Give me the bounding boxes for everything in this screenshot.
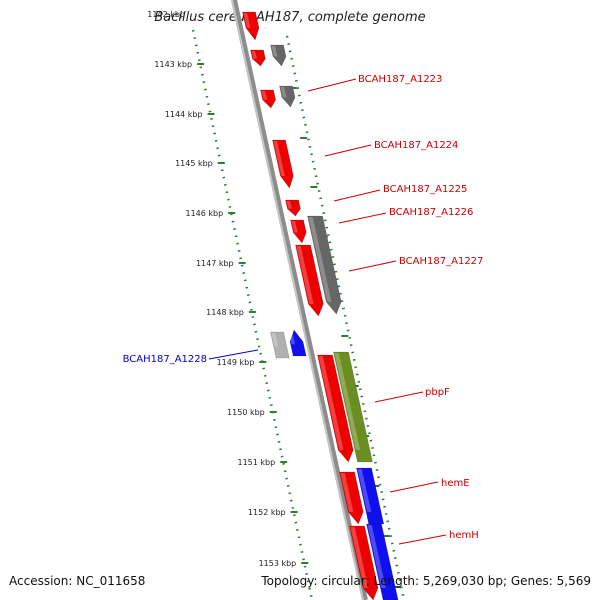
gene-label[interactable]: pbpF (425, 387, 450, 398)
right-scale-ring (285, 35, 406, 600)
tick-label: 1144 kbp (165, 110, 203, 119)
feature-shading (296, 246, 314, 304)
cds-feature (317, 354, 354, 463)
feature-shading (286, 201, 292, 209)
tick-label: 1148 kbp (206, 308, 244, 317)
map-title: Bacillus cereus AH187, complete genome (154, 10, 426, 25)
cds-feature (260, 89, 276, 109)
tick-label: 1152 kbp (248, 508, 286, 517)
feature-shading (308, 217, 332, 302)
cds-feature (285, 199, 301, 217)
backbone-highlight (231, 0, 364, 600)
feature-shading (261, 91, 268, 100)
genome-summary: Topology: circular; Length: 5,269,030 bp… (261, 574, 591, 588)
feature-shading (367, 525, 386, 588)
cds-feature (349, 525, 379, 600)
feature-shading (350, 527, 369, 588)
feature-shading (251, 51, 257, 59)
gene-label[interactable]: BCAH187_A1224 (374, 140, 458, 151)
reverse-gene-feature (289, 329, 307, 357)
cds-feature (272, 139, 294, 189)
gene-label[interactable]: BCAH187_A1227 (399, 256, 483, 267)
tick-label: 1150 kbp (227, 408, 265, 417)
label-leader-line (208, 349, 259, 360)
label-leader-line (348, 260, 397, 272)
feature-shading (243, 13, 251, 28)
gene-label[interactable]: hemH (449, 530, 479, 541)
tick-label: 1147 kbp (196, 259, 234, 268)
label-leader-line (374, 391, 424, 403)
gene-label[interactable]: hemE (441, 478, 470, 489)
tick-label: 1145 kbp (175, 159, 213, 168)
feature-shading (340, 473, 354, 512)
gene-label[interactable]: BCAH187_A1225 (383, 184, 467, 195)
tick-label: 1146 kbp (186, 209, 224, 218)
feature-shading (288, 331, 296, 345)
feature-shading (357, 469, 372, 512)
label-leader-line (398, 534, 447, 545)
feature-shading (334, 353, 361, 450)
gene-label[interactable]: BCAH187_A1223 (358, 74, 442, 85)
gene-features (242, 11, 399, 600)
gene-feature (356, 467, 385, 525)
tick-label: 1142 kbp (147, 10, 185, 19)
gene-label[interactable]: BCAH187_A1228 (123, 354, 207, 365)
gene-feature (279, 85, 296, 108)
feature-shading (273, 141, 285, 176)
feature-shading (291, 221, 298, 233)
tick-label: 1153 kbp (259, 559, 297, 568)
cds-feature (242, 11, 260, 41)
label-leader-line (307, 78, 357, 92)
feature-shading (271, 46, 278, 57)
gene-labels: BCAH187_A1223 BCAH187_A1224 BCAH187_A1225 B… (123, 74, 483, 545)
cds-feature (290, 219, 307, 244)
tick-label: 1151 kbp (237, 458, 275, 467)
cds-feature (339, 471, 364, 525)
feature-shading (271, 333, 279, 347)
label-leader-line (324, 144, 372, 157)
tick-label: 1143 kbp (154, 60, 192, 69)
accession-text: Accession: NC_011658 (9, 574, 146, 588)
gene-feature (333, 351, 373, 463)
gene-feature (270, 44, 287, 67)
gene-label[interactable]: BCAH187_A1226 (389, 207, 473, 218)
label-leader-line (333, 189, 381, 202)
gene-feature (366, 523, 399, 600)
label-leader-line (338, 212, 387, 224)
cds-feature (295, 244, 324, 317)
feature-shading (280, 87, 287, 98)
cds-feature (250, 49, 266, 67)
tick-label: 1149 kbp (217, 358, 255, 367)
genome-backbone (231, 0, 368, 600)
feature-shading (318, 356, 344, 450)
scale-ticks: 1142 kbp 1143 kbp 1144 kbp 1145 kbp 1146 kbp… (147, 10, 406, 600)
label-leader-line (389, 481, 439, 493)
gene-feature (307, 215, 342, 315)
gene-feature (270, 331, 290, 359)
